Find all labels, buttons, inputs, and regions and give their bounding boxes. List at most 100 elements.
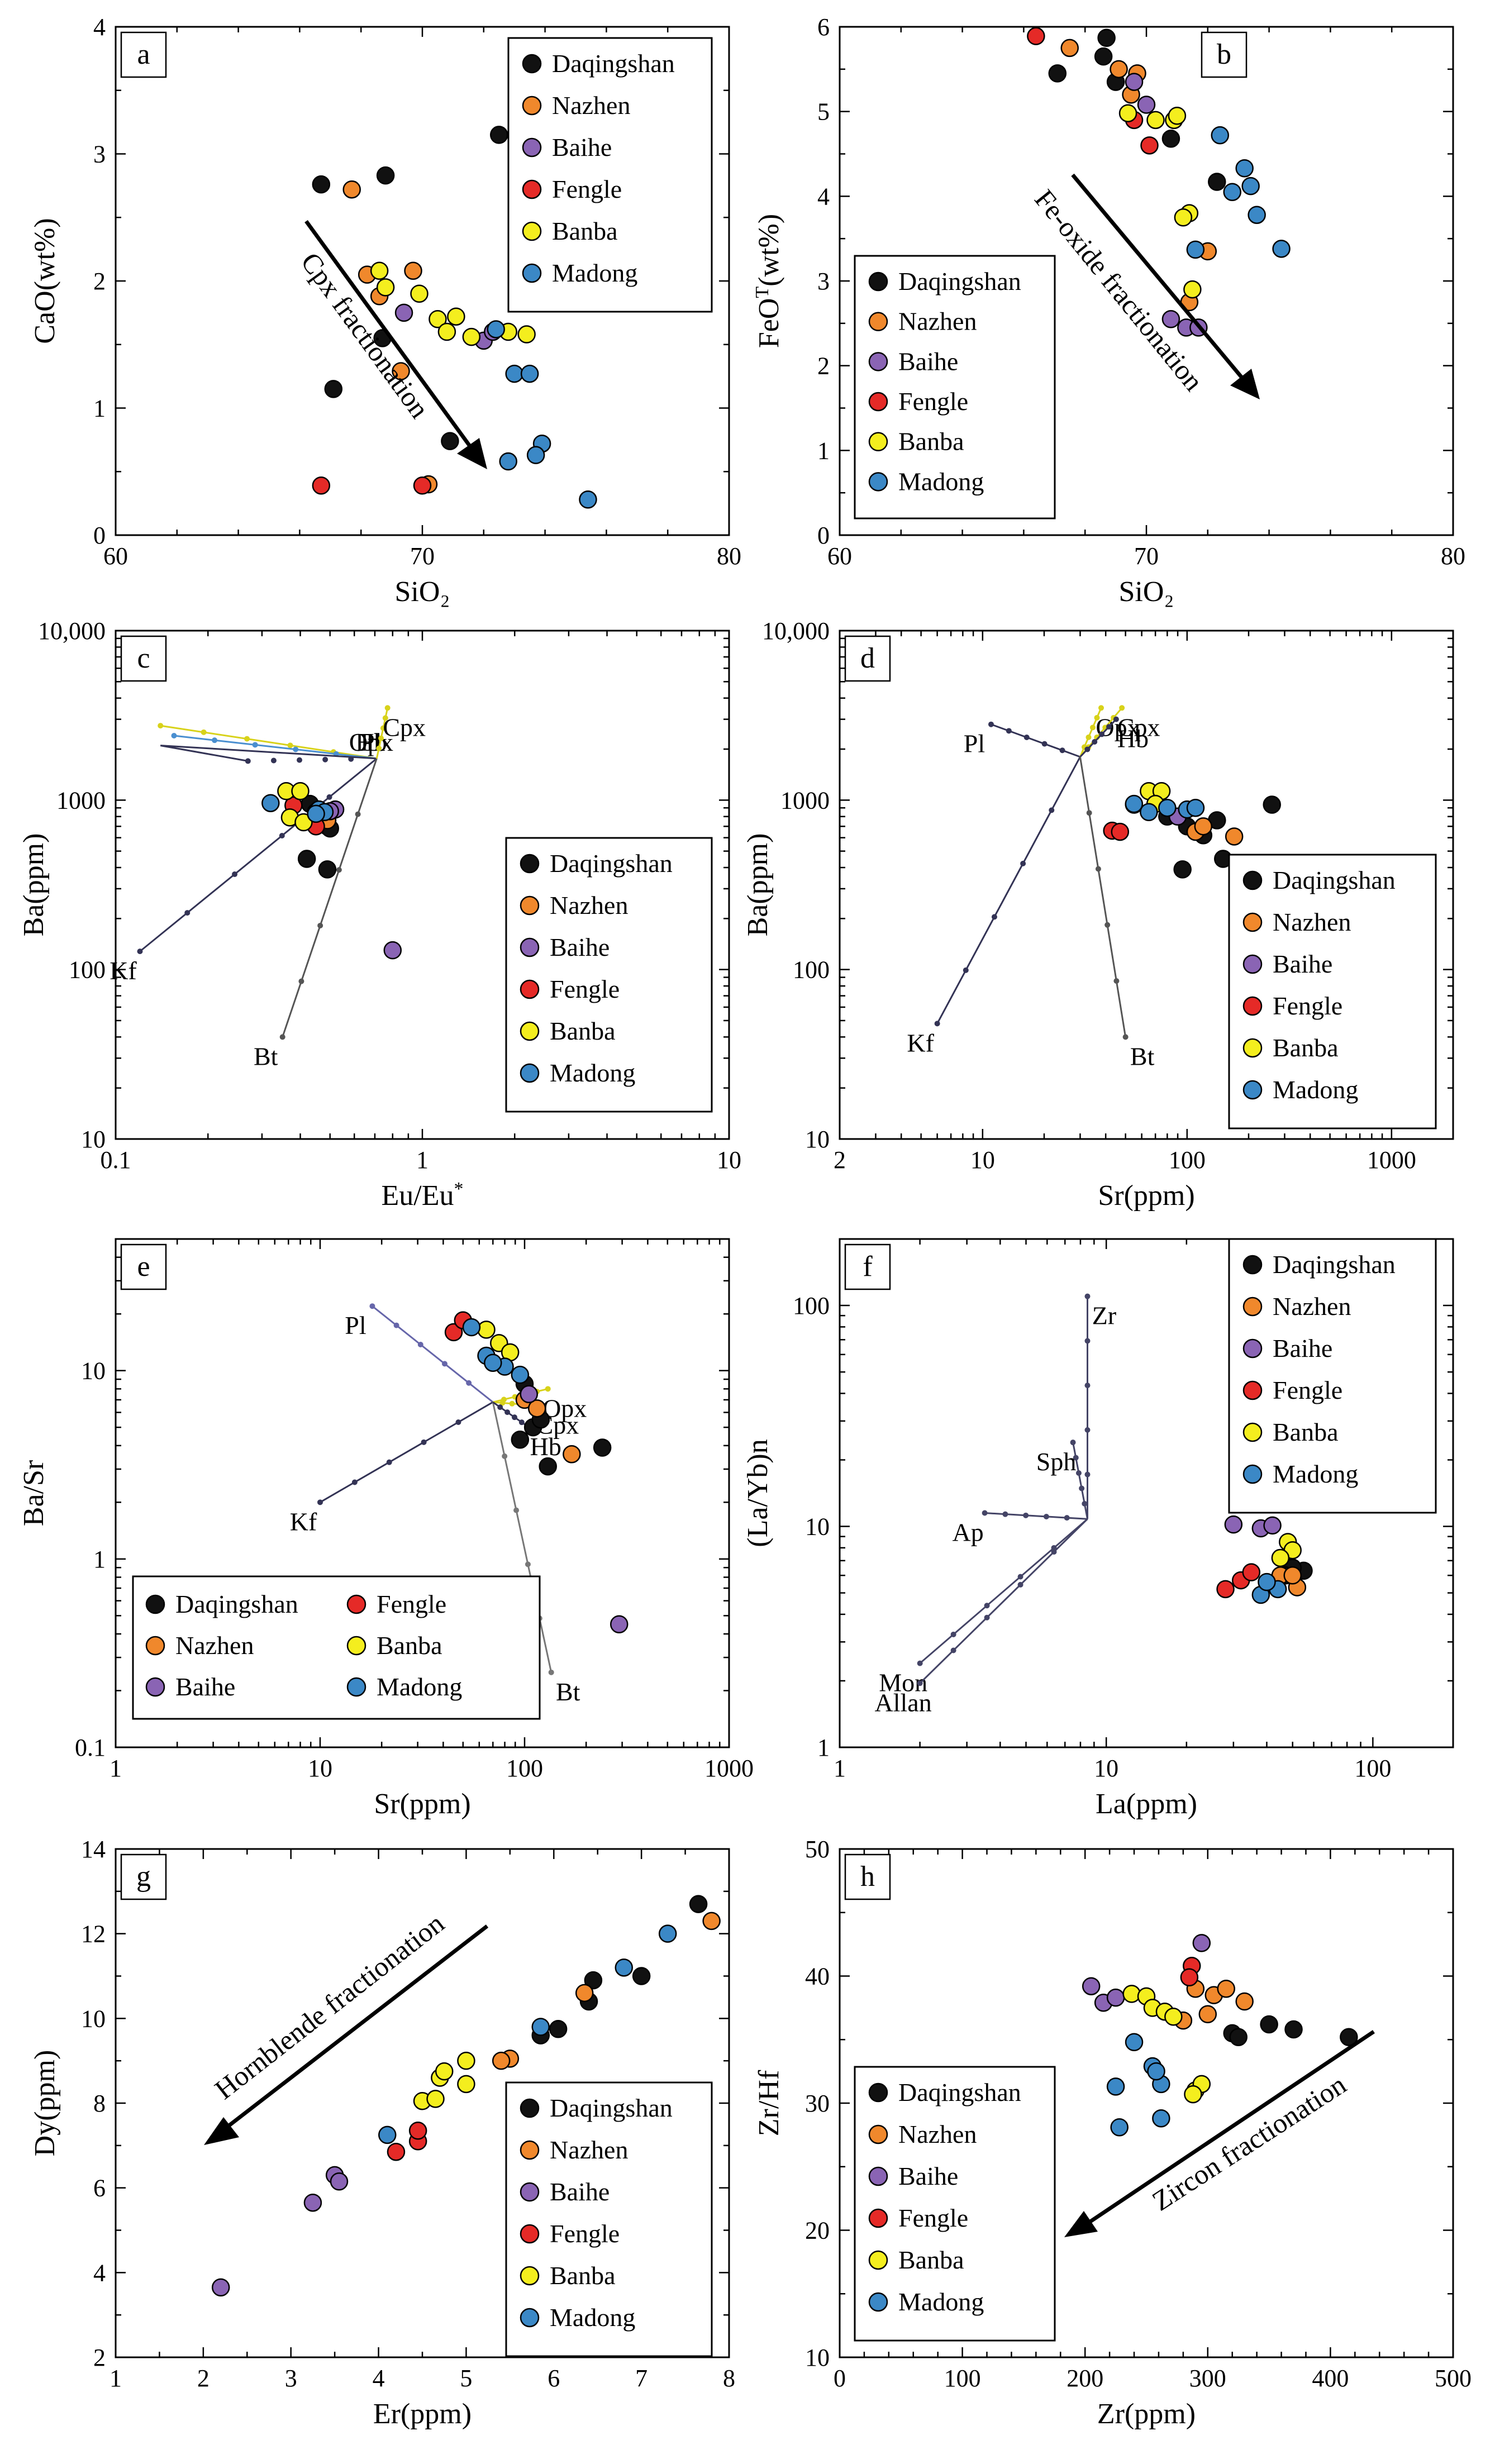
- y-tick-label: 6: [817, 13, 830, 41]
- panel-letter-box: [120, 1243, 167, 1290]
- x-tick-label: 1: [109, 2365, 122, 2392]
- data-point-nazhen: [575, 1984, 594, 2003]
- legend-label-madong: Madong: [1273, 1460, 1358, 1488]
- vector-tick-dot: [279, 1034, 285, 1040]
- vector-tick-dot: [1059, 747, 1065, 754]
- legend-marker-banba: [1242, 1422, 1263, 1442]
- legend-marker-banba: [868, 2250, 888, 2270]
- panel-letter-box: [844, 1853, 891, 1900]
- x-tick-label: 1: [416, 1146, 428, 1174]
- x-tick-label: 4: [373, 2365, 385, 2392]
- legend-box: [854, 255, 1056, 520]
- legend: Daqingshan Nazhen Baihe Fengle Banba Madong: [854, 2066, 1056, 2342]
- y-tick-label: 10: [805, 1513, 830, 1541]
- data-point-baihe: [394, 303, 413, 322]
- legend-label-daqingshan: Daqingshan: [552, 49, 675, 78]
- data-point-daqingshan: [318, 860, 337, 879]
- legend-label-baihe: Baihe: [175, 1672, 235, 1701]
- legend-label-madong: Madong: [898, 2287, 984, 2316]
- legend-box: [132, 1575, 541, 1720]
- legend-marker-fengle: [346, 1594, 366, 1614]
- legend-label-banba: Banba: [1273, 1418, 1339, 1446]
- data-point-nazhen: [492, 2051, 511, 2070]
- panel-letter: e: [137, 1251, 150, 1283]
- legend: Daqingshan Nazhen Baihe Fengle Banba Madong: [854, 255, 1056, 520]
- data-point-nazhen: [1235, 1992, 1254, 2011]
- y-tick-label: 10: [805, 2344, 830, 2371]
- x-tick-label: 80: [717, 542, 741, 570]
- vector-label-kf: Kf: [290, 1507, 317, 1536]
- data-point-daqingshan: [376, 166, 395, 185]
- data-point-banba: [435, 2062, 454, 2081]
- data-point-banba: [426, 2090, 445, 2108]
- vector-tick-dot: [982, 1510, 988, 1516]
- vector-tick-dot: [466, 1380, 472, 1386]
- data-point-fengle: [1216, 1580, 1235, 1599]
- vector-tick-dot: [270, 757, 277, 764]
- series-madong: [487, 320, 597, 509]
- x-tick-label: 500: [1435, 2365, 1472, 2392]
- vector-label-pl: Pl: [964, 730, 985, 758]
- x-tick-label: 10: [717, 1146, 741, 1174]
- legend-label-baihe: Baihe: [550, 933, 610, 961]
- fractionation-arrow: [304, 220, 474, 451]
- legend-label-baihe: Baihe: [1273, 950, 1332, 978]
- panel-letter: f: [863, 1251, 873, 1283]
- vector-tick-dot: [1098, 705, 1104, 711]
- y-tick-label: 10: [81, 2005, 106, 2032]
- vector-tick-dot: [548, 1669, 554, 1675]
- arrowhead: [1064, 2211, 1098, 2237]
- legend-marker-fengle: [868, 2208, 888, 2228]
- vector-tick-dot: [201, 729, 207, 735]
- vector-tick-dot: [348, 756, 354, 762]
- y-tick-label: 2: [93, 2344, 106, 2371]
- vector-tick-dot: [1023, 734, 1030, 740]
- data-point-banba: [447, 307, 465, 326]
- y-tick-label: 100: [69, 956, 106, 984]
- vector-tick-dot: [1006, 728, 1012, 734]
- legend-marker-daqingshan: [522, 54, 542, 74]
- vector-tick-dot: [1089, 725, 1096, 731]
- legend-marker-baihe: [520, 937, 540, 957]
- y-axis-label: FeOT(wt%): [752, 214, 785, 348]
- vector-line-bt: [492, 1402, 553, 1673]
- data-point-banba: [1146, 111, 1165, 130]
- data-point-baihe: [383, 941, 402, 960]
- legend-label-banba: Banba: [898, 2246, 964, 2274]
- data-point-banba: [428, 310, 447, 328]
- data-point-daqingshan: [1208, 173, 1226, 191]
- vector-tick-dot: [1051, 1545, 1057, 1551]
- legend: Daqingshan Nazhen Baihe Fengle Banba Madong: [1228, 1238, 1437, 1514]
- data-point-fengle: [387, 2142, 406, 2161]
- y-tick-label: 30: [805, 2090, 830, 2117]
- y-tick-label: 100: [793, 1292, 830, 1319]
- y-tick-label: 100: [793, 956, 830, 984]
- legend-label-madong: Madong: [1273, 1075, 1358, 1104]
- y-axis-label: Ba(ppm): [742, 833, 774, 937]
- legend-label-fengle: Fengle: [550, 975, 620, 1003]
- y-tick-label: 10: [81, 1126, 106, 1153]
- y-tick-label: 14: [81, 1836, 106, 1863]
- legend-marker-madong: [346, 1677, 366, 1697]
- legend-label-nazhen: Nazhen: [898, 2120, 977, 2148]
- data-point-banba: [1164, 2008, 1183, 2026]
- vector-label-pl: Pl: [345, 1311, 366, 1340]
- series-baihe: [1125, 73, 1208, 337]
- legend-label-nazhen: Nazhen: [550, 891, 628, 919]
- x-axis-label: SiO₂: [394, 576, 450, 608]
- legend: Daqingshan Nazhen Baihe Fengle Banba Madong: [1228, 854, 1437, 1129]
- y-tick-label: 1000: [56, 787, 106, 814]
- data-point-madong: [1186, 240, 1205, 259]
- data-point-daqingshan: [632, 1967, 651, 1985]
- data-point-madong: [658, 1924, 677, 1943]
- vector-tick-dot: [1017, 1581, 1023, 1588]
- vector-line-allan: [919, 1518, 1088, 1684]
- legend-label-daqingshan: Daqingshan: [898, 267, 1021, 296]
- panel-letter-box: [120, 1853, 167, 1900]
- vector-tick-dot: [1079, 1485, 1085, 1491]
- vector-tick-dot: [1084, 1471, 1091, 1478]
- data-point-madong: [1110, 2118, 1129, 2137]
